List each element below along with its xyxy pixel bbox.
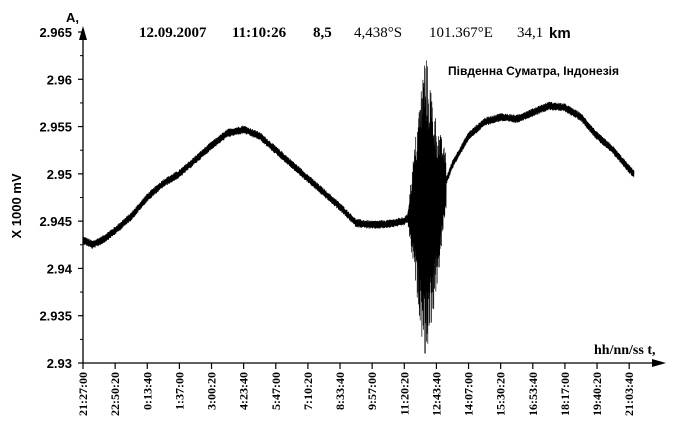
y-tick-label: 2.95 xyxy=(47,167,72,182)
x-tick-label: 8:33:40 xyxy=(333,372,347,410)
x-tick-label: 5:47:00 xyxy=(269,372,283,410)
x-tick-label: 1:37:00 xyxy=(172,372,186,410)
y-axis-label: X 1000 mV xyxy=(9,173,24,238)
x-tick-label: 12:43:40 xyxy=(429,372,443,416)
region-annotation: Південна Суматра, Індонезія xyxy=(448,64,619,78)
y-tick-label: 2.93 xyxy=(47,356,72,371)
x-tick-label: 9:57:00 xyxy=(365,372,379,410)
x-tick-label: 3:00:20 xyxy=(205,372,219,410)
x-axis-arrow xyxy=(652,359,666,367)
x-tick-label: 18:17:00 xyxy=(558,372,572,416)
x-tick-label: 21:03:40 xyxy=(622,372,636,416)
y-axis-top-label: A, xyxy=(66,10,79,25)
x-tick-label: 21:27:00 xyxy=(76,372,90,416)
header-depth-unit: km xyxy=(549,25,571,42)
y-tick-label: 2.96 xyxy=(47,72,72,87)
header-time: 11:10:26 xyxy=(232,25,287,41)
x-tick-label: 0:13:40 xyxy=(140,372,154,410)
x-axis-label: hh/nn/ss t, xyxy=(594,343,655,358)
x-tick-label: 19:40:20 xyxy=(590,372,604,416)
header-latitude: 4,438°S xyxy=(354,25,402,41)
header-longitude: 101.367°E xyxy=(429,25,493,41)
x-tick-label: 7:10:20 xyxy=(301,372,315,410)
x-tick-label: 4:23:40 xyxy=(237,372,251,410)
header-depth-value: 34,1 xyxy=(517,25,543,41)
y-tick-label: 2.955 xyxy=(39,120,72,135)
y-tick-label: 2.94 xyxy=(47,261,73,276)
series-line xyxy=(82,60,635,354)
y-tick-label: 2.965 xyxy=(39,25,72,40)
x-tick-label: 14:07:00 xyxy=(462,372,476,416)
x-tick-label: 22:50:20 xyxy=(108,372,122,416)
y-axis-arrow xyxy=(79,26,87,40)
header-date: 12.09.2007 xyxy=(139,25,207,41)
x-tick-label: 16:53:40 xyxy=(526,372,540,416)
y-tick-label: 2.945 xyxy=(39,214,72,229)
y-tick-label: 2.935 xyxy=(39,309,72,324)
x-tick-label: 11:20:20 xyxy=(397,372,411,415)
header-magnitude: 8,5 xyxy=(313,25,332,41)
x-tick-label: 15:30:20 xyxy=(494,372,508,416)
